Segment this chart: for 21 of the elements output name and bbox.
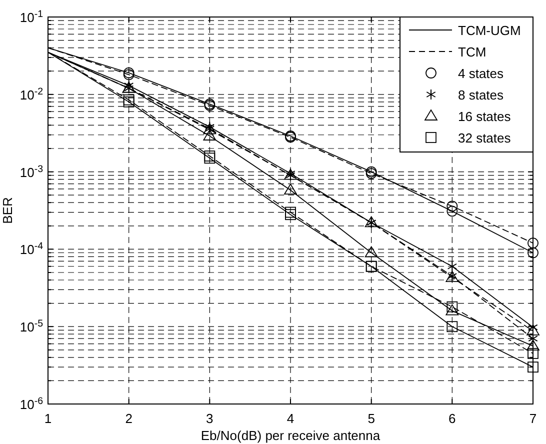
x-tick-label: 6 xyxy=(448,411,456,426)
x-tick-label: 3 xyxy=(206,411,214,426)
x-tick-label: 7 xyxy=(529,411,537,426)
x-tick-label: 1 xyxy=(44,411,52,426)
y-axis-title: BER xyxy=(0,197,15,224)
legend-label: TCM-UGM xyxy=(458,23,521,38)
x-tick-label: 2 xyxy=(125,411,132,426)
legend-label: 32 states xyxy=(458,130,512,146)
y-tick-label: 10$^{-5}$ xyxy=(20,318,44,335)
y-tick-label: 10$^{-6}$ xyxy=(20,396,43,412)
legend-label: TCM xyxy=(458,44,486,60)
y-tick-label: 10$^{-3}$ xyxy=(20,163,43,180)
legend-label: 8 states xyxy=(458,88,504,102)
legend-label: 16 states xyxy=(458,109,512,124)
y-tick-label: 10$^{-1}$ xyxy=(20,8,43,25)
y-tick-label: 10$^{-2}$ xyxy=(20,86,43,102)
y-tick-label: 10$^{-4}$ xyxy=(20,240,44,258)
x-tick-label: 5 xyxy=(368,411,375,426)
x-tick-label: 4 xyxy=(286,411,294,426)
x-axis-title: Eb/No(dB) per receive antenna xyxy=(200,428,381,443)
legend-label: 4 states xyxy=(458,66,504,81)
